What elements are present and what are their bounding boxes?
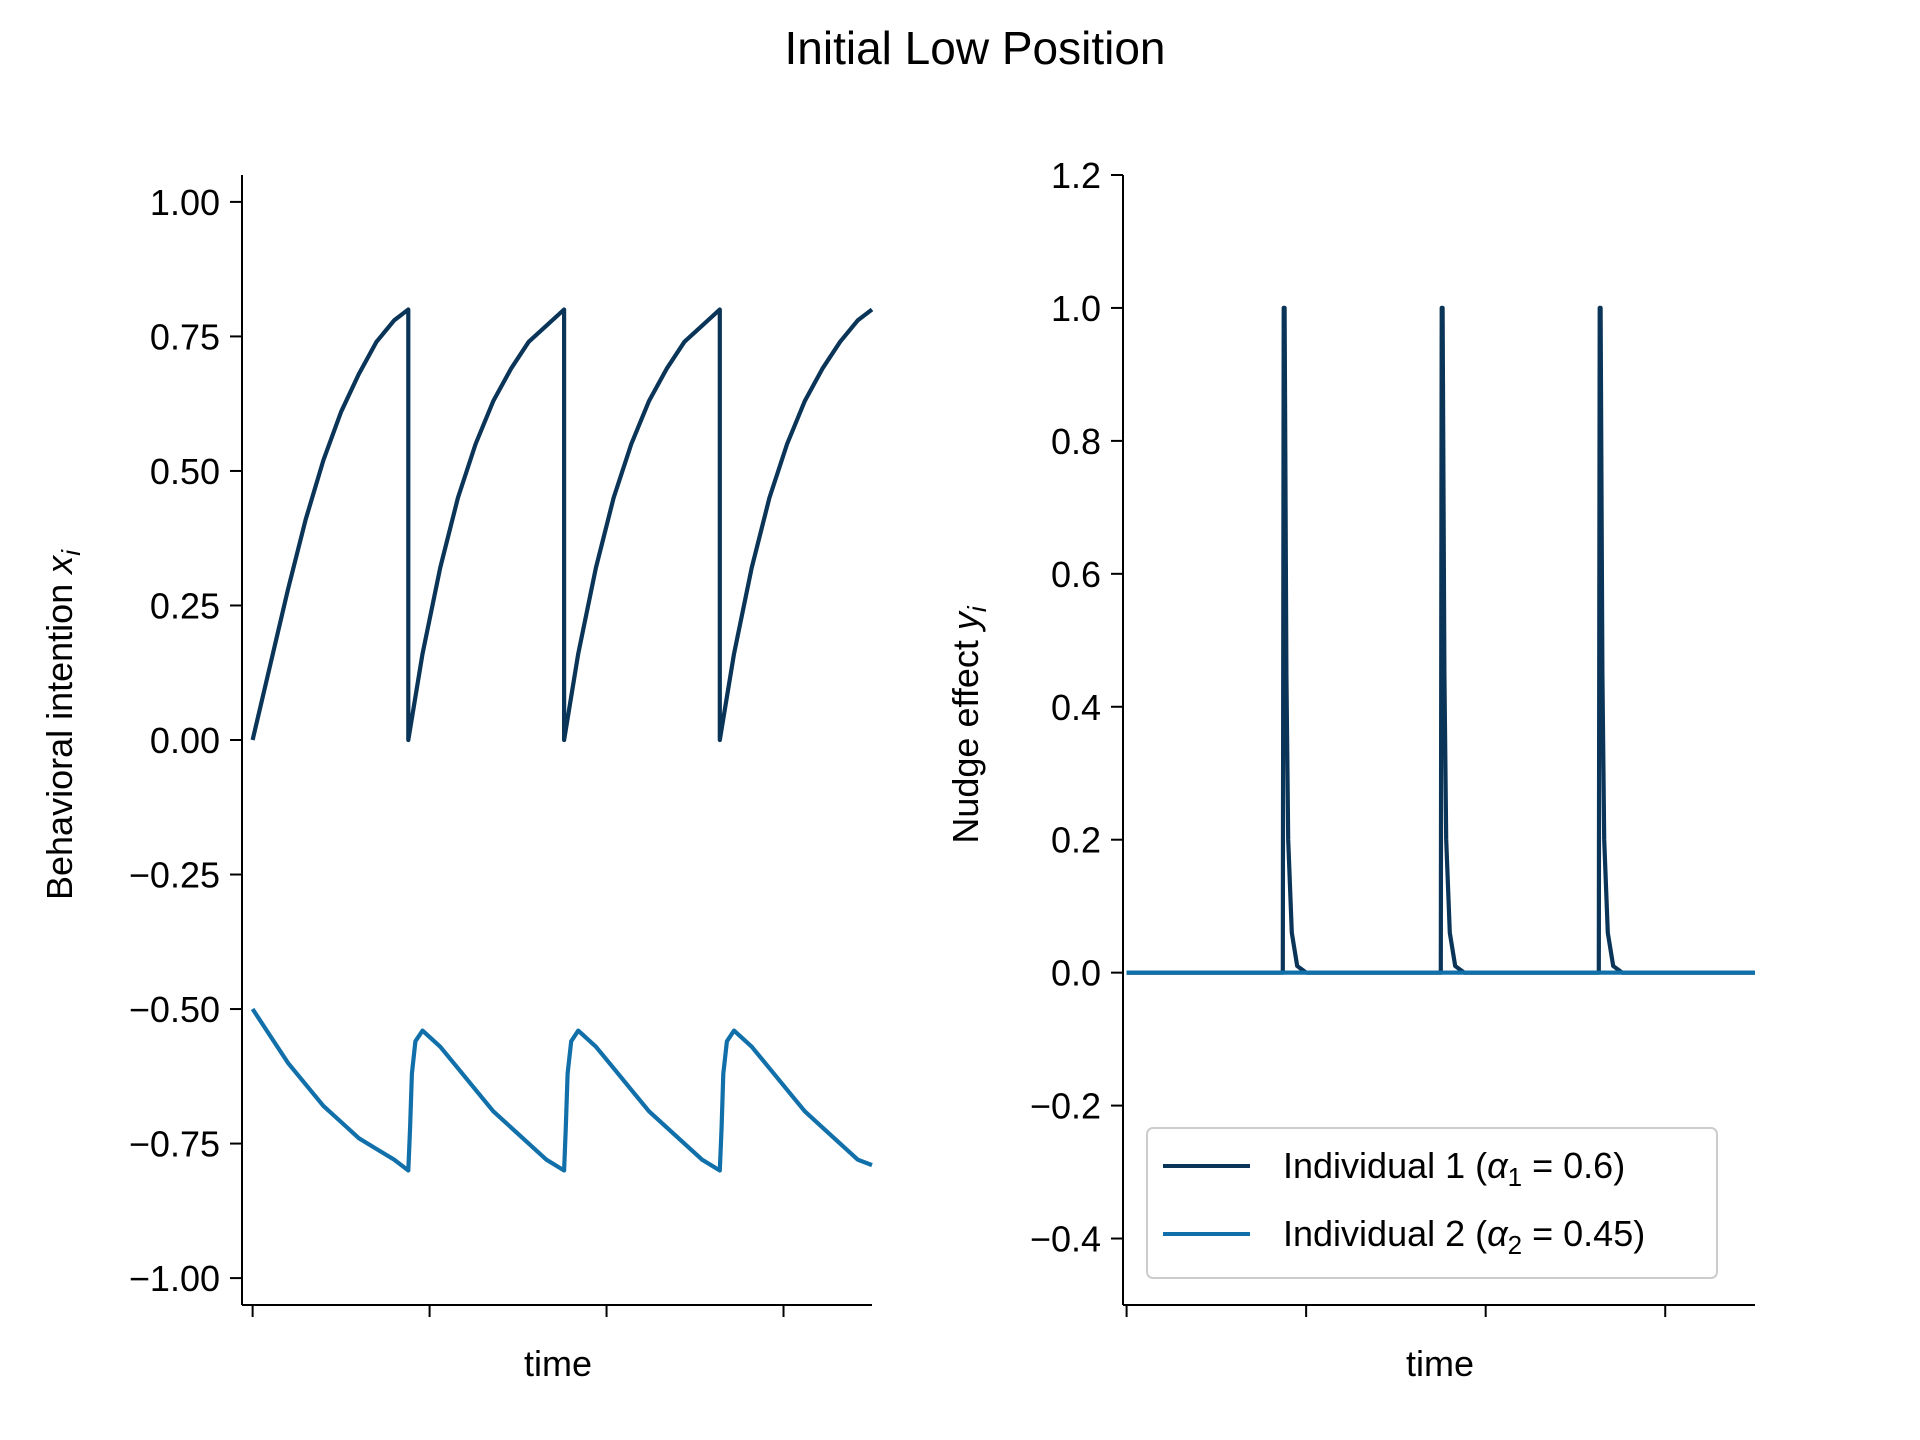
left-series-individual-1-line [250, 307, 874, 743]
left-y-tick-label: 0.50 [150, 451, 220, 492]
right-y-tick-label: 0.6 [1051, 554, 1101, 595]
right-y-tick-label: 0.8 [1051, 421, 1101, 462]
right-y-axis-label: Nudge effect yi [945, 605, 992, 844]
legend: Individual 1 (α1 = 0.6) Individual 2 (α2… [1146, 1127, 1718, 1279]
left-plot-area: 1.00 0.75 0.50 0.25 0.00 −0.25 −0.50 −0.75 −1.00 [129, 175, 874, 1317]
right-y-tick-label: 0.2 [1051, 820, 1101, 861]
left-x-axis-label: time [524, 1343, 592, 1384]
left-series-individual-2-line [250, 1007, 873, 1173]
right-y-tick-label: 0.4 [1051, 687, 1101, 728]
left-y-tick-label: −0.50 [129, 989, 220, 1030]
legend-label-individual-1: Individual 1 (α1 = 0.6) [1283, 1145, 1625, 1192]
right-y-tick-label: −0.2 [1030, 1086, 1101, 1127]
right-y-tick-label: 0.0 [1051, 953, 1101, 994]
left-y-axis-label: Behavioral intention xi [39, 549, 86, 900]
left-y-tick-label: 0.25 [150, 585, 220, 626]
left-y-tick-label: 0.75 [150, 316, 220, 357]
left-y-tick-label: 1.00 [150, 182, 220, 223]
right-series-individual-1-line [1126, 305, 1755, 975]
left-y-tick-label: 0.00 [150, 720, 220, 761]
left-y-tick-label: −0.75 [129, 1124, 220, 1165]
right-y-tick-label: −0.4 [1030, 1219, 1101, 1260]
legend-frame [1146, 1127, 1718, 1279]
panel-right: 1.2 1.0 0.8 0.6 0.4 0.2 0.0 −0.2 −0.4 time Nudge… [945, 155, 1755, 1384]
legend-label-individual-2: Individual 2 (α2 = 0.45) [1283, 1213, 1645, 1260]
left-y-tick-label: −1.00 [129, 1258, 220, 1299]
figure-title: Initial Low Position [785, 22, 1166, 74]
left-y-tick-label: −0.25 [129, 855, 220, 896]
right-y-tick-label: 1.0 [1051, 288, 1101, 329]
right-plot-area: 1.2 1.0 0.8 0.6 0.4 0.2 0.0 −0.2 −0.4 [1030, 155, 1755, 1317]
right-y-tick-label: 1.2 [1051, 155, 1101, 196]
panel-left: 1.00 0.75 0.50 0.25 0.00 −0.25 −0.50 −0.75 −1.00… [39, 175, 874, 1384]
right-x-axis-label: time [1406, 1343, 1474, 1384]
